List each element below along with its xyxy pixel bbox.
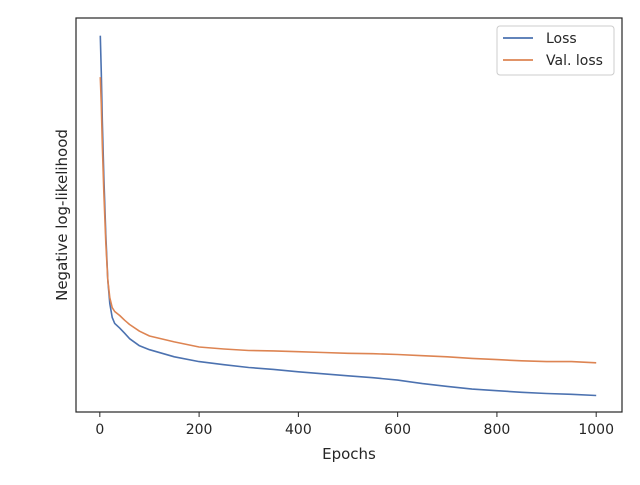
series-layer xyxy=(99,35,597,397)
legend-label-loss: Loss xyxy=(546,31,577,47)
legend: Loss Val. loss xyxy=(496,25,615,76)
x-tick-label: 200 xyxy=(186,422,213,438)
x-tick-label: 1000 xyxy=(578,422,614,438)
plot-frame xyxy=(75,17,623,413)
series-line-val-loss xyxy=(99,77,597,364)
x-tick-label: 800 xyxy=(484,422,511,438)
x-tick-label: 0 xyxy=(95,422,104,438)
x-axis: 0 200 400 600 800 1000 xyxy=(95,412,614,438)
legend-label-val-loss: Val. loss xyxy=(546,53,603,69)
y-axis-label: Negative log-likelihood xyxy=(53,129,71,301)
x-tick-label: 400 xyxy=(285,422,312,438)
x-axis-label: Epochs xyxy=(322,445,376,463)
x-tick-label: 600 xyxy=(384,422,411,438)
